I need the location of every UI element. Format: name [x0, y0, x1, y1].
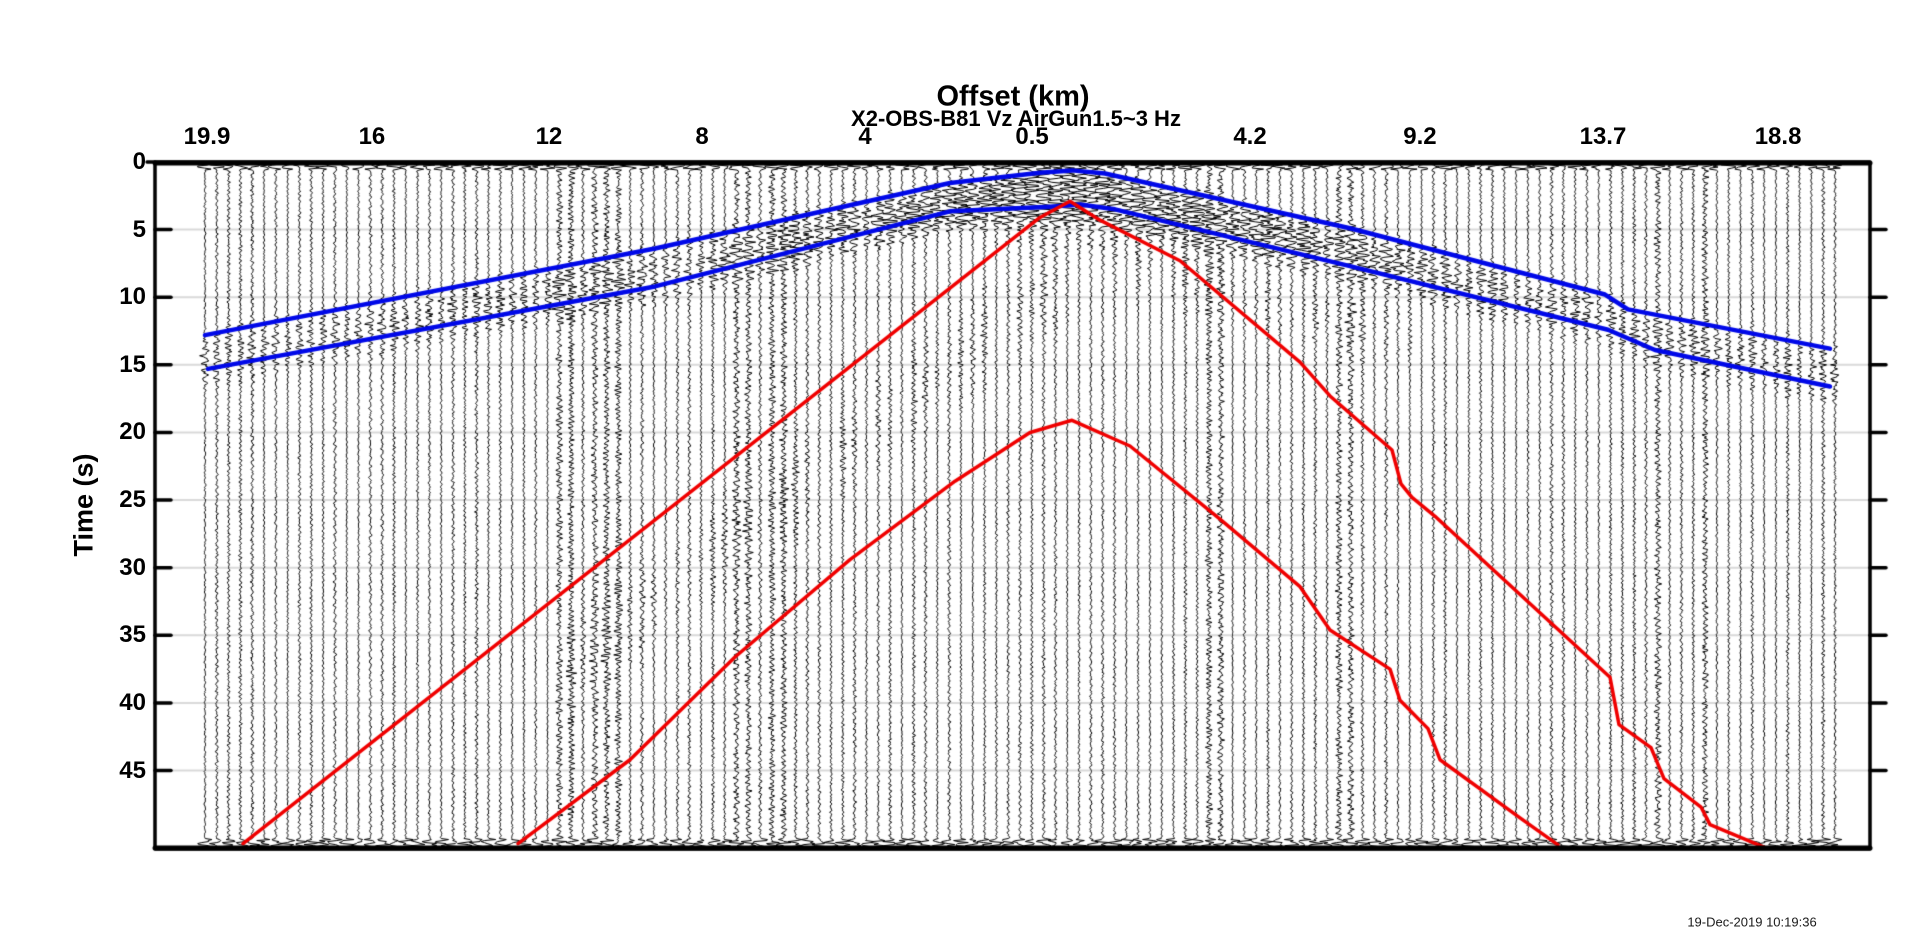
x-tick-label: 13.7 — [1579, 123, 1627, 150]
y-tick-label: 5 — [132, 215, 146, 243]
x-tick-label: 19.9 — [183, 123, 231, 150]
x-tick-label: 18.8 — [1754, 123, 1802, 150]
x-tick-label: 16 — [358, 123, 386, 150]
y-tick-label: 30 — [119, 553, 146, 581]
y-tick-label: 0 — [132, 148, 146, 175]
x-tick-label: 8 — [695, 123, 709, 150]
x-tick-label: 4.2 — [1233, 123, 1267, 150]
y-tick-label: 45 — [119, 756, 146, 784]
x-tick-label: 4 — [858, 123, 872, 150]
figure-subtitle: X2-OBS-B81 Vz AirGun1.5~3 Hz — [851, 106, 1181, 131]
timestamp: 19-Dec-2019 10:19:36 — [1687, 914, 1817, 930]
x-tick-label: 0.5 — [1015, 123, 1049, 150]
y-tick-label: 40 — [119, 688, 146, 716]
y-tick-label: 25 — [119, 486, 146, 514]
y-tick-label: 15 — [119, 350, 146, 378]
x-axis-title: Offset (km) — [936, 80, 1090, 113]
y-tick-label: 35 — [119, 621, 146, 649]
y-tick-label: 10 — [119, 283, 146, 311]
x-tick-label: 12 — [535, 123, 563, 150]
y-tick-label: 20 — [119, 418, 146, 446]
x-tick-label: 9.2 — [1403, 123, 1437, 150]
y-axis-title: Time (s) — [68, 453, 99, 557]
